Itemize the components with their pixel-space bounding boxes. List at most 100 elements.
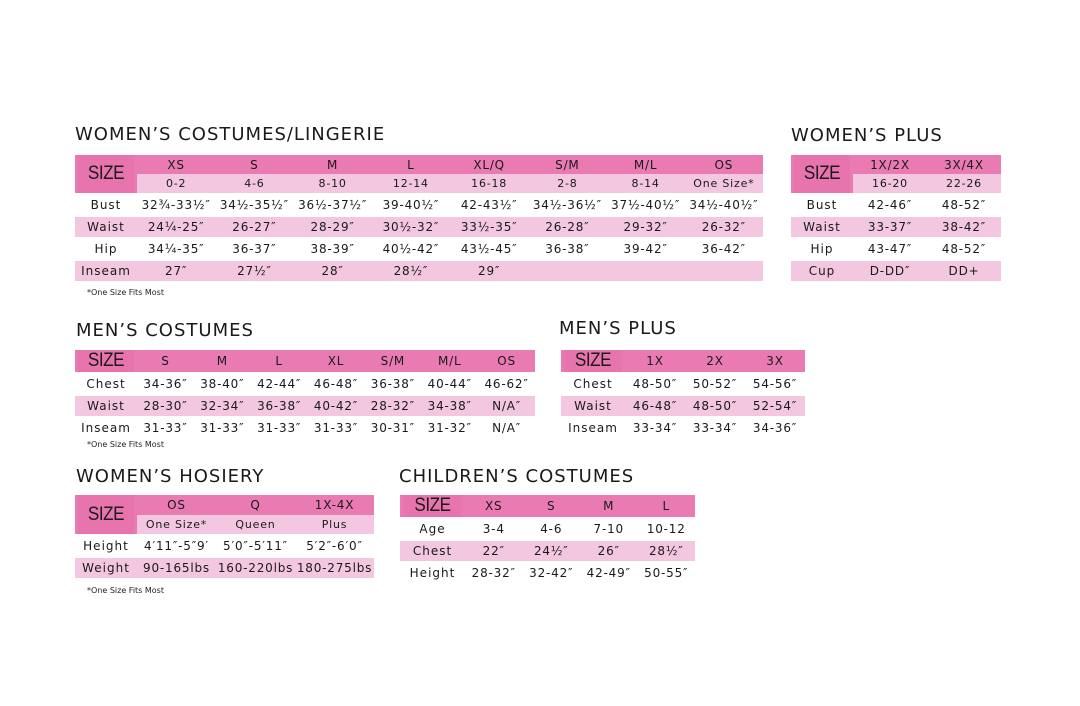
size-columns: S M L XL S/M M/L OS xyxy=(137,350,535,372)
size-header-cell: S xyxy=(547,499,556,513)
size-header-cell: S/M xyxy=(555,157,580,172)
value-cell: 43-47″ xyxy=(867,242,913,256)
value-cell: 34-38″ xyxy=(427,399,472,413)
value-cell: 34¼-35″ xyxy=(147,242,205,256)
sub-size-cell: One Size* xyxy=(145,517,208,531)
value-cell: N/A″ xyxy=(492,421,522,435)
sub-size-cell: 22-26 xyxy=(946,177,982,190)
womens-plus-title: WOMEN’S PLUS xyxy=(791,125,943,146)
value-cell: 38-39″ xyxy=(310,242,355,256)
value-cell: 4-6 xyxy=(540,522,563,536)
womens-hosiery-footnote: *One Size Fits Most xyxy=(87,586,164,595)
value-cell: 52-54″ xyxy=(752,399,798,413)
row-label: Bust xyxy=(806,198,838,212)
value-cell: 33½-35″ xyxy=(460,220,518,234)
row-label: Inseam xyxy=(81,421,131,435)
value-cell: 27″ xyxy=(165,264,188,278)
measurement-row-chest: Chest 48-50″ 50-52″ 54-56″ xyxy=(561,374,805,394)
size-row: 1X/2X 3X/4X xyxy=(853,155,1001,174)
size-header-cell: S xyxy=(250,157,259,172)
value-cell: 7-10 xyxy=(593,522,624,536)
sub-size-cell: 16-20 xyxy=(872,177,908,190)
value-cell: 180-275lbs xyxy=(296,561,373,575)
womens-costumes-header: SIZE XS S M L XL/Q S/M M/L OS 0-2 4-6 8-10 12-14 16-1… xyxy=(75,155,763,193)
size-header-cell: M/L xyxy=(437,354,462,368)
value-cell: 4′11″-5″9′ xyxy=(144,539,209,553)
size-header-cell: 2X xyxy=(706,354,724,368)
value-cell: 26-28″ xyxy=(545,220,590,234)
row-label: Height xyxy=(409,566,456,580)
row-label: Hip xyxy=(810,242,834,256)
value-cell: 46-48″ xyxy=(313,377,359,391)
row-label: Inseam xyxy=(81,264,131,278)
size-header-cell: 1X xyxy=(646,354,664,368)
row-label: Chest xyxy=(412,544,453,558)
mens-costumes-footnote: *One Size Fits Most xyxy=(87,440,164,449)
size-header-cell: Q xyxy=(250,497,261,512)
size-header-cell: S/M xyxy=(380,354,406,368)
value-cell: 48-52″ xyxy=(941,198,987,212)
row-label: Chest xyxy=(573,377,613,391)
sub-size-cell: Plus xyxy=(321,517,348,531)
size-header-cell: XL/Q xyxy=(473,157,505,172)
value-cell: 90-165lbs xyxy=(143,561,210,575)
size-columns: XS S M L XL/Q S/M M/L OS 0-2 4-6 8-10 12-14 16-18 2-8… xyxy=(137,155,763,193)
measurement-row-cup: Cup D-DD″ DD+ xyxy=(791,261,1001,281)
size-header-cell: L xyxy=(662,499,670,513)
value-cell: 28″ xyxy=(321,264,344,278)
value-cell: 38-40″ xyxy=(200,377,245,391)
value-cell: D-DD″ xyxy=(869,264,911,278)
value-cell: 42-49″ xyxy=(586,566,631,580)
value-cell: 26-32″ xyxy=(701,220,746,234)
row-label: Waist xyxy=(574,399,612,413)
sub-size-row: 0-2 4-6 8-10 12-14 16-18 2-8 8-14 One Size* xyxy=(137,174,763,193)
size-columns: 1X 2X 3X xyxy=(625,350,805,372)
childrens-costumes-title: CHILDREN’S COSTUMES xyxy=(399,466,635,487)
row-label: Waist xyxy=(87,399,125,413)
value-cell: 31-32″ xyxy=(427,421,472,435)
measurement-row-inseam: Inseam 31-33″ 31-33″ 31-33″ 31-33″ 30-31″ 31-3… xyxy=(75,418,535,438)
value-cell: 36½-37½″ xyxy=(298,198,368,212)
measurement-row-hip: Hip 34¼-35″ 36-37″ 38-39″ 40½-42″ 43½-45″ 36-3… xyxy=(75,239,763,259)
sub-size-cell: 8-10 xyxy=(318,177,347,190)
value-cell: 50-52″ xyxy=(692,377,738,391)
value-cell: 29-32″ xyxy=(623,220,668,234)
value-cell: 34½-40½″ xyxy=(689,198,759,212)
womens-costumes-title: WOMEN’S COSTUMES/LINGERIE xyxy=(75,124,386,145)
measurement-row-chest: Chest 34-36″ 38-40″ 42-44″ 46-48″ 36-38″ 40-44… xyxy=(75,374,535,394)
value-cell: 31-33″ xyxy=(143,421,188,435)
womens-hosiery-title: WOMEN’S HOSIERY xyxy=(76,466,265,487)
measurement-row-height: Height 4′11″-5″9′ 5′0″-5′11″ 5′2″-6′0″ xyxy=(75,536,374,556)
measurement-row-bust: Bust 42-46″ 48-52″ xyxy=(791,195,1001,215)
value-cell: 5′0″-5′11″ xyxy=(223,539,288,553)
size-row: OS Q 1X-4X xyxy=(137,495,374,515)
value-cell: 24¼-25″ xyxy=(147,220,205,234)
value-cell: 28-29″ xyxy=(310,220,355,234)
value-cell: DD+ xyxy=(948,264,980,278)
value-cell: 28-30″ xyxy=(143,399,188,413)
value-cell: 36-42″ xyxy=(701,242,746,256)
value-cell: 39-42″ xyxy=(623,242,668,256)
row-label: Waist xyxy=(87,220,125,234)
value-cell: 39-40½″ xyxy=(382,198,440,212)
measurement-row-inseam: Inseam 33-34″ 33-34″ 34-36″ xyxy=(561,418,805,438)
value-cell: 38-42″ xyxy=(941,220,987,234)
value-cell: N/A″ xyxy=(492,399,522,413)
value-cell: 32-42″ xyxy=(529,566,574,580)
value-cell: 27½″ xyxy=(237,264,272,278)
measurement-row-age: Age 3-4 4-6 7-10 10-12 xyxy=(400,519,695,539)
value-cell: 33-34″ xyxy=(632,421,678,435)
value-cell: 31-33″ xyxy=(257,421,302,435)
row-label: Height xyxy=(83,539,129,553)
value-cell: 33-34″ xyxy=(692,421,738,435)
value-cell: 46-48″ xyxy=(632,399,678,413)
value-cell: 42-44″ xyxy=(257,377,302,391)
value-cell: 32¾-33½″ xyxy=(141,198,211,212)
size-columns: XS S M L xyxy=(465,495,695,517)
row-label: Cup xyxy=(808,264,836,278)
value-cell: 42-46″ xyxy=(867,198,913,212)
size-row: XS S M L xyxy=(465,495,695,517)
row-label: Hip xyxy=(94,242,118,256)
value-cell: 31-33″ xyxy=(200,421,245,435)
size-header-cell: S xyxy=(161,354,170,368)
